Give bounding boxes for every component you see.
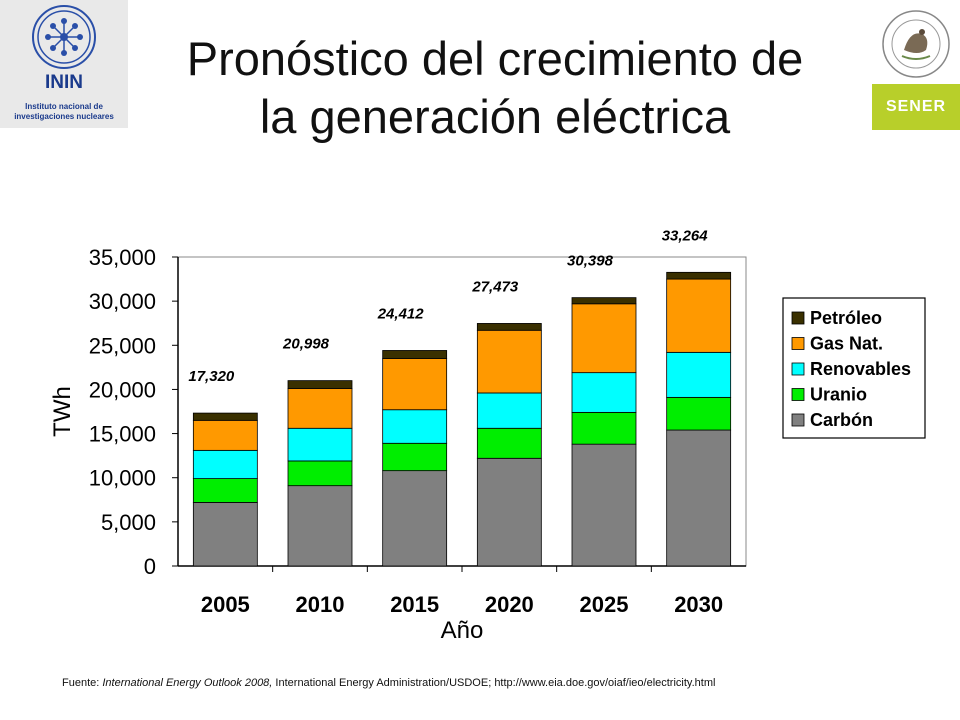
bar-segment-renovables: [287, 427, 353, 462]
legend-box: [782, 297, 926, 439]
bar-segment-uranio: [571, 411, 637, 445]
seal-area: [872, 0, 960, 84]
total-data-label: 33,264: [662, 227, 709, 244]
bar-segment-carb-n: [382, 470, 448, 567]
x-tick-label: 2030: [674, 592, 723, 617]
bar-segment-petr-leo: [666, 271, 732, 280]
legend-label: Renovables: [810, 359, 911, 379]
total-data-label: 30,398: [567, 253, 614, 270]
bar-segment-gas-nat: [192, 419, 258, 451]
bar-segment-petr-leo: [287, 380, 353, 389]
legend-swatch: [791, 362, 805, 376]
total-data-label: 20,998: [282, 336, 330, 353]
bar-segment-gas-nat: [287, 388, 353, 429]
legend-swatch: [791, 337, 805, 350]
bar-segment-uranio: [476, 427, 542, 459]
bar-segment-gas-nat: [666, 278, 732, 353]
bar-segment-carb-n: [192, 502, 258, 567]
inin-logo-subtitle-2: investigaciones nucleares: [14, 112, 114, 121]
x-tick-label: 2010: [296, 592, 345, 617]
x-tick-label: 2015: [390, 592, 439, 617]
bar-segment-uranio: [382, 442, 448, 472]
bar-segment-carb-n: [287, 485, 353, 567]
inin-logo: ININ Instituto nacional de investigacion…: [0, 0, 128, 128]
total-data-label: 27,473: [471, 278, 519, 295]
source-italic-title: International Energy Outlook 2008,: [102, 677, 273, 689]
bar-segment-gas-nat: [382, 358, 448, 411]
y-tick-label: 10,000: [89, 466, 156, 491]
bar-segment-uranio: [192, 478, 258, 503]
title-line-1: Pronóstico del crecimiento de: [186, 32, 804, 85]
bar-segment-renovables: [382, 409, 448, 444]
x-tick-label: 2025: [580, 592, 629, 617]
bar-segment-gas-nat: [571, 303, 637, 374]
plot-area-frame: [177, 256, 747, 567]
total-data-label: 24,412: [377, 305, 425, 322]
legend-swatch: [791, 413, 805, 427]
y-tick-label: 20,000: [89, 377, 156, 402]
legend-label: Carbón: [810, 410, 873, 430]
bar-segment-uranio: [287, 460, 353, 487]
source-rest: International Energy Administration/USDO…: [272, 677, 716, 689]
x-axis-title: Año: [441, 617, 484, 644]
bar-segment-renovables: [666, 351, 732, 398]
bar-segment-renovables: [476, 392, 542, 429]
inin-logo-name: ININ: [45, 72, 83, 93]
bar-segment-renovables: [192, 449, 258, 479]
y-tick-label: 30,000: [89, 289, 156, 314]
bar-segment-carb-n: [476, 457, 542, 567]
bar-segment-renovables: [571, 372, 637, 413]
bar-segment-carb-n: [666, 429, 732, 567]
inin-logo-subtitle-1: Instituto nacional de: [25, 102, 103, 111]
legend-label: Uranio: [810, 385, 867, 405]
y-axis-title: TWh: [49, 386, 76, 437]
bar-segment-petr-leo: [382, 350, 448, 359]
bar-segment-petr-leo: [192, 412, 258, 421]
y-tick-label: 35,000: [89, 245, 156, 270]
source-prefix: Fuente:: [62, 677, 103, 689]
page-title: Pronóstico del crecimiento de la generac…: [140, 30, 850, 146]
bar-segment-petr-leo: [476, 323, 542, 331]
bar-segment-petr-leo: [571, 297, 637, 305]
y-tick-label: 0: [144, 554, 156, 579]
legend-label: Petróleo: [810, 308, 882, 328]
total-data-label: 17,320: [188, 368, 235, 385]
legend-label: Gas Nat.: [810, 334, 883, 354]
source-note: Fuente: International Energy Outlook 200…: [62, 677, 715, 689]
atom-emblem-icon: [32, 5, 96, 69]
bar-segment-gas-nat: [476, 329, 542, 394]
sener-band: [872, 84, 960, 130]
bar-segment-uranio: [666, 396, 732, 431]
sener-logo: SENER: [872, 0, 960, 130]
bar-segment-carb-n: [571, 443, 637, 567]
y-tick-label: 5,000: [101, 510, 156, 535]
sener-logo-name: SENER: [885, 98, 947, 115]
x-tick-label: 2020: [485, 592, 534, 617]
legend-swatch: [791, 388, 805, 401]
mexican-coat-of-arms-icon: [882, 10, 950, 78]
title-line-2: la generación eléctrica: [259, 90, 731, 143]
x-tick-label: 2005: [201, 592, 250, 617]
y-tick-label: 25,000: [89, 333, 156, 358]
y-tick-label: 15,000: [89, 422, 156, 447]
legend-swatch: [791, 311, 805, 325]
